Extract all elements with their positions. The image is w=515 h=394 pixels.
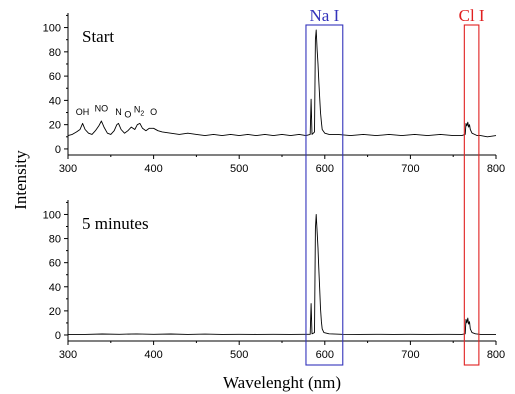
highlight-box [305,24,344,366]
y-tick-label: 100 [43,23,61,35]
highlight-box [463,24,480,366]
x-tick-label: 400 [144,349,162,361]
spectrum-line [68,214,496,335]
x-tick-label: 400 [144,163,162,175]
x-tick-label: 500 [230,349,248,361]
x-tick-label: 600 [316,163,334,175]
highlight-boxes: Na I Cl I [305,6,485,366]
y-tick-label: 80 [49,234,61,246]
x-tick-label: 300 [59,349,77,361]
x-tick-label: 600 [316,349,334,361]
y-tick-label: 100 [43,209,61,221]
x-tick-label: 700 [401,163,419,175]
y-tick-label: 40 [49,95,61,107]
y-tick-label: 60 [49,258,61,270]
x-tick-label: 800 [487,349,505,361]
x-tick-label: 800 [487,163,505,175]
species-label: N [115,107,122,117]
y-tick-label: 20 [49,306,61,318]
panel-label: 5 minutes [82,214,149,233]
species-label: OH [76,107,90,117]
y-tick-label: 40 [49,282,61,294]
highlight-box-label: Cl I [459,6,485,25]
y-tick-label: 60 [49,71,61,83]
x-axis-label: Wavelenght (nm) [223,373,341,392]
x-tick-label: 300 [59,163,77,175]
species-label: NO [95,103,109,113]
species-label: O [124,109,131,119]
y-tick-label: 80 [49,47,61,59]
highlight-box-label: Na I [310,6,340,25]
y-tick-label: 20 [49,120,61,132]
y-axis-label: Intensity [11,150,30,210]
panel-5-minutes: 300 400 500 600 700 800 0 20 40 60 80 100 5 minutes [43,200,505,361]
panel-label: Start [82,27,114,46]
species-label: N2 [134,105,145,118]
x-tick-label: 500 [230,163,248,175]
x-tick-label: 700 [401,349,419,361]
y-tick-label: 0 [55,144,61,156]
spectrum-line [67,29,497,138]
species-label: O [150,107,157,117]
y-tick-label: 0 [55,330,61,342]
